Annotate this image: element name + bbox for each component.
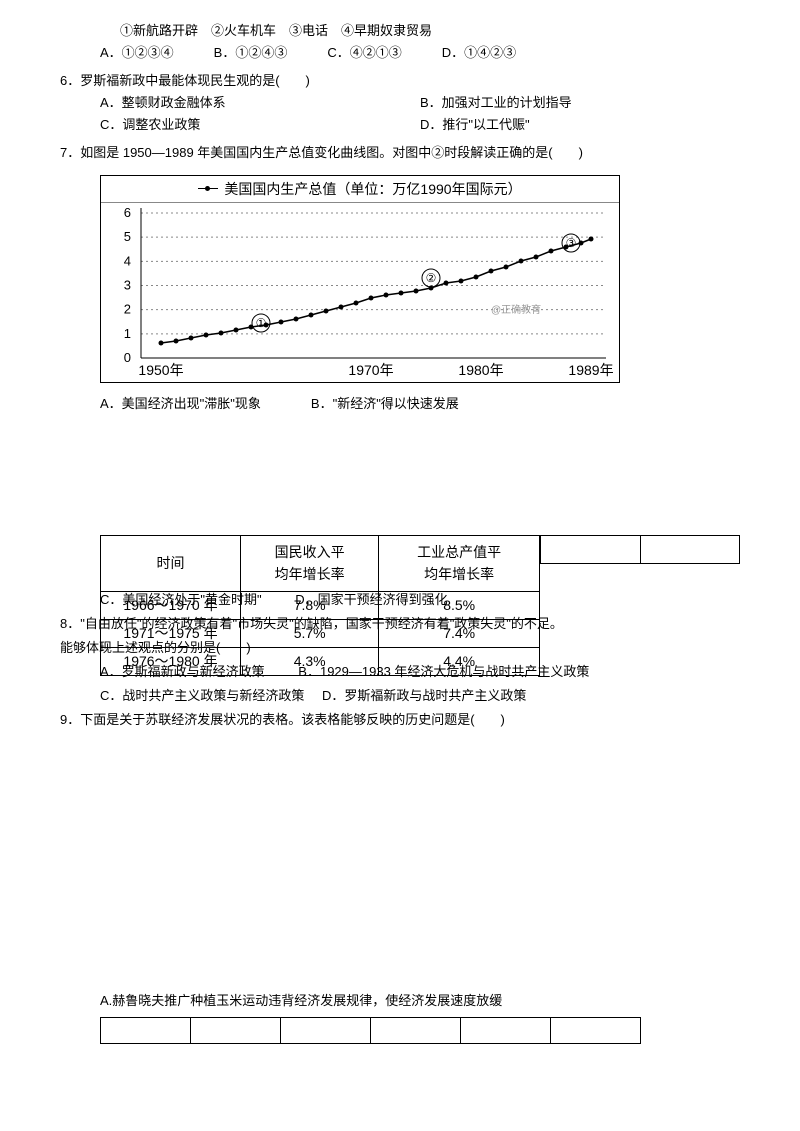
q7-options-row1: A．美国经济出现"滞胀"现象 B．"新经济"得以快速发展 [60, 393, 740, 415]
q6-option-c: C．调整农业政策 [100, 114, 420, 136]
q8-stem: 8．"自由放任"的经济政策有着"市场失灵"的缺陷，国家干预经济有着"政策失灵"的… [60, 613, 740, 635]
svg-text:1989年: 1989年 [568, 362, 613, 378]
q7-option-a: A．美国经济出现"滞胀"现象 [100, 393, 261, 415]
svg-text:0: 0 [124, 350, 131, 365]
svg-text:1970年: 1970年 [348, 362, 393, 378]
q5-fragment: ①新航路开辟 ②火车机车 ③电话 ④早期奴隶贸易 A．①②③④ B．①②④③ C… [60, 20, 740, 64]
q8-option-d: D．罗斯福新政与战时共产主义政策 [322, 688, 526, 703]
gdp-chart: 美国国内生产总值（单位：万亿1990年国际元） 0 1 2 3 4 5 6 1950年 1970… [100, 175, 620, 383]
q6-option-d: D．推行"以工代赈" [420, 114, 740, 136]
q8-option-b: B．1929—1933 年经济大危机与战时共产主义政策 [298, 664, 589, 679]
svg-text:2: 2 [124, 301, 131, 316]
svg-text:1950年: 1950年 [138, 362, 183, 378]
q9-option-a: A.赫鲁晓夫推广种植玉米运动违背经济发展规律，使经济发展速度放缓 [60, 990, 740, 1009]
overlay-text-block: C．美国经济处于"黄金时期" D．国家干预经济得到强化 8．"自由放任"的经济政… [100, 535, 740, 732]
svg-text:3: 3 [124, 277, 131, 292]
q7: 7．如图是 1950—1989 年美国国内生产总值变化曲线图。对图中②时段解读正… [60, 142, 740, 414]
svg-text:1980年: 1980年 [458, 362, 503, 378]
q6-option-b: B．加强对工业的计划指导 [420, 92, 740, 114]
q8-option-a: A．罗斯福新政与新经济政策 [100, 664, 265, 679]
chart-svg: 0 1 2 3 4 5 6 1950年 1970年 1980年 1989年 ① ② ③ @正确教育 [101, 203, 619, 381]
q8-stem2: 能够体现上述观点的分别是( ) [60, 637, 740, 659]
chart-title: 美国国内生产总值（单位：万亿1990年国际元） [101, 176, 619, 202]
q8-option-c: C．战时共产主义政策与新经济政策 [100, 688, 304, 703]
svg-text:6: 6 [124, 205, 131, 220]
overlap-region: 时间 国民收入平 均年增长率 工业总产值平 均年增长率 1966～1970 年 … [100, 535, 740, 732]
q7-option-c-line: C．美国经济处于"黄金时期" D．国家干预经济得到强化 [100, 589, 740, 611]
chart-title-text: 美国国内生产总值（单位：万亿1990年国际元） [224, 180, 521, 198]
svg-text:②: ② [426, 271, 437, 285]
q5-option-c: C．④②①③ [327, 42, 401, 64]
q6-option-a: A．整顿财政金融体系 [100, 92, 420, 114]
q7-option-d: D．国家干预经济得到强化 [295, 592, 447, 607]
q9-stem: 9．下面是关于苏联经济发展状况的表格。该表格能够反映的历史问题是( ) [60, 709, 740, 731]
svg-text:5: 5 [124, 229, 131, 244]
q5-option-a: A．①②③④ [100, 42, 174, 64]
q6-stem: 6．罗斯福新政中最能体现民生观的是( ) [60, 70, 740, 92]
q5-option-d: D．①④②③ [442, 42, 516, 64]
q7-option-b: B．"新经济"得以快速发展 [311, 393, 459, 415]
q8-options-row2: C．战时共产主义政策与新经济政策 D．罗斯福新政与战时共产主义政策 [100, 685, 740, 707]
svg-text:①: ① [256, 316, 267, 330]
bottom-section: A.赫鲁晓夫推广种植玉米运动违背经济发展规律，使经济发展速度放缓 [60, 990, 740, 1044]
svg-text:4: 4 [124, 253, 131, 268]
svg-text:1: 1 [124, 326, 131, 341]
q5-items: ①新航路开辟 ②火车机车 ③电话 ④早期奴隶贸易 [60, 20, 740, 42]
q6: 6．罗斯福新政中最能体现民生观的是( ) A．整顿财政金融体系 B．加强对工业的… [60, 70, 740, 136]
q7-stem: 7．如图是 1950—1989 年美国国内生产总值变化曲线图。对图中②时段解读正… [60, 142, 740, 164]
extra-empty-table-bottom [100, 1017, 641, 1044]
q5-option-b: B．①②④③ [214, 42, 288, 64]
q7-option-c: C．美国经济处于"黄金时期" [100, 592, 262, 607]
svg-text:③: ③ [566, 236, 577, 250]
q5-options: A．①②③④ B．①②④③ C．④②①③ D．①④②③ [60, 42, 740, 64]
chart-body: 0 1 2 3 4 5 6 1950年 1970年 1980年 1989年 ① ② ③ @正确教育 [101, 202, 619, 382]
q6-options: A．整顿财政金融体系 B．加强对工业的计划指导 C．调整农业政策 D．推行"以工… [60, 92, 740, 136]
svg-text:@正确教育: @正确教育 [491, 303, 541, 316]
q8-options-row1: A．罗斯福新政与新经济政策 B．1929—1933 年经济大危机与战时共产主义政… [100, 661, 740, 683]
legend-marker-icon [198, 188, 218, 189]
